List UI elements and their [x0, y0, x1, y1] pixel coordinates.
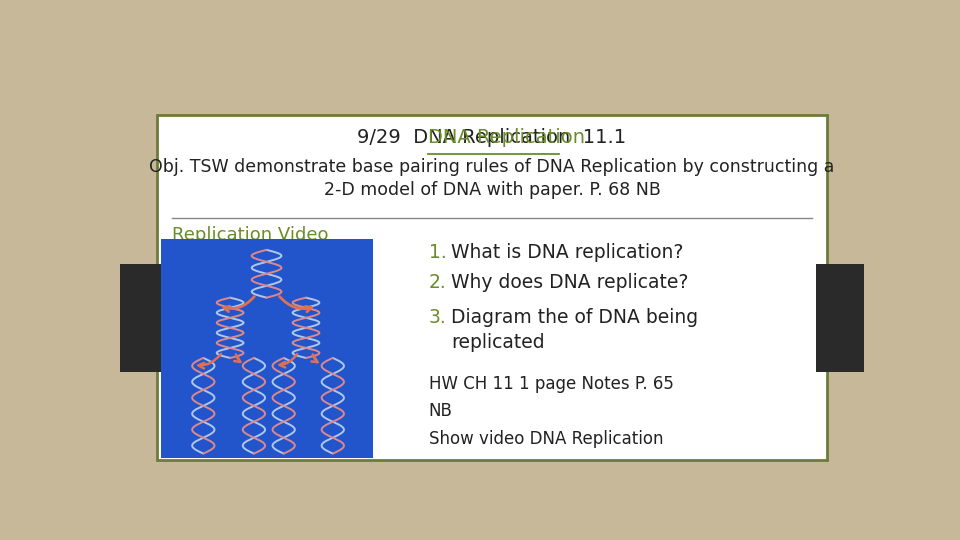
Text: Why does DNA replicate?: Why does DNA replicate?	[451, 273, 688, 292]
Text: HW CH 11 1 page Notes P. 65
NB
Show video DNA Replication: HW CH 11 1 page Notes P. 65 NB Show vide…	[429, 375, 674, 448]
Text: 1.: 1.	[429, 243, 446, 262]
Text: 9/29  DNA Replication  11.1: 9/29 DNA Replication 11.1	[357, 128, 627, 147]
FancyBboxPatch shape	[816, 265, 864, 373]
FancyBboxPatch shape	[120, 265, 161, 373]
FancyBboxPatch shape	[161, 239, 372, 458]
Text: Obj. TSW demonstrate base pairing rules of DNA Replication by constructing a: Obj. TSW demonstrate base pairing rules …	[150, 158, 834, 176]
Text: Diagram the of DNA being
replicated: Diagram the of DNA being replicated	[451, 308, 698, 352]
Text: DNA Replication: DNA Replication	[428, 128, 591, 147]
FancyBboxPatch shape	[157, 114, 827, 460]
Text: Replication Video: Replication Video	[172, 226, 328, 244]
Text: 2.: 2.	[429, 273, 446, 292]
Text: What is DNA replication?: What is DNA replication?	[451, 243, 684, 262]
Text: 2-D model of DNA with paper. P. 68 NB: 2-D model of DNA with paper. P. 68 NB	[324, 180, 660, 199]
Text: 3.: 3.	[429, 308, 446, 327]
